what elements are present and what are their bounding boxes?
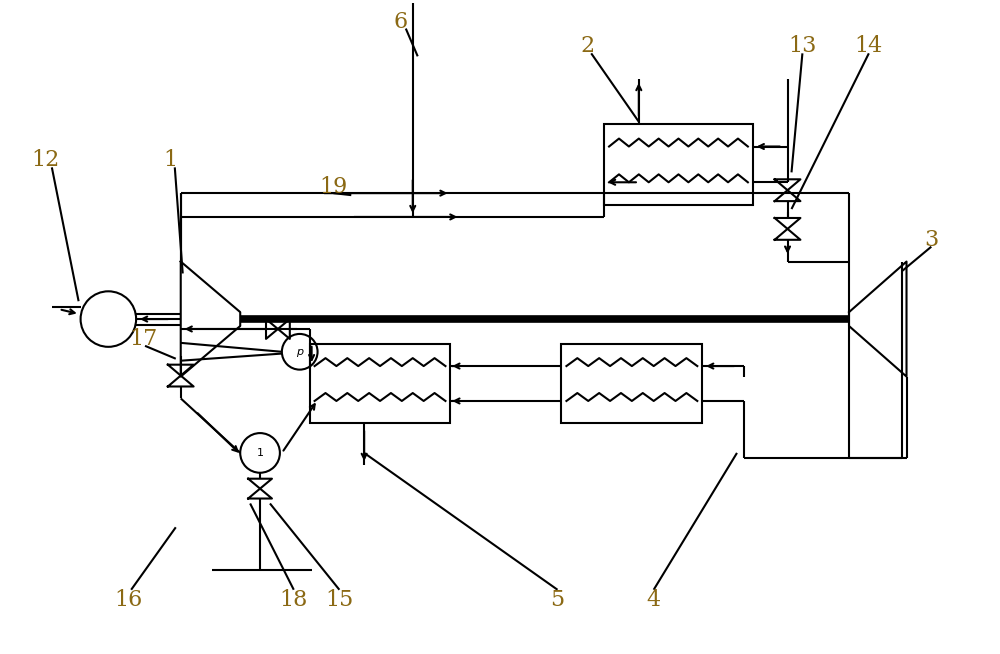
Text: 12: 12 bbox=[32, 149, 60, 171]
Bar bbox=[604, 124, 753, 205]
Text: 13: 13 bbox=[788, 35, 817, 58]
Text: 5: 5 bbox=[550, 589, 565, 611]
Bar bbox=[310, 344, 450, 423]
Text: 16: 16 bbox=[114, 589, 142, 611]
Text: 1: 1 bbox=[164, 149, 178, 171]
Text: 18: 18 bbox=[280, 589, 308, 611]
Text: 19: 19 bbox=[319, 176, 348, 198]
Text: 1: 1 bbox=[257, 448, 264, 458]
Text: 3: 3 bbox=[924, 229, 938, 250]
Text: p: p bbox=[296, 347, 303, 357]
Text: 6: 6 bbox=[394, 10, 408, 33]
Bar bbox=[561, 344, 702, 423]
Text: 15: 15 bbox=[325, 589, 354, 611]
Text: 2: 2 bbox=[580, 35, 594, 58]
Text: 14: 14 bbox=[855, 35, 883, 58]
Text: 17: 17 bbox=[129, 328, 157, 350]
Text: 4: 4 bbox=[647, 589, 661, 611]
